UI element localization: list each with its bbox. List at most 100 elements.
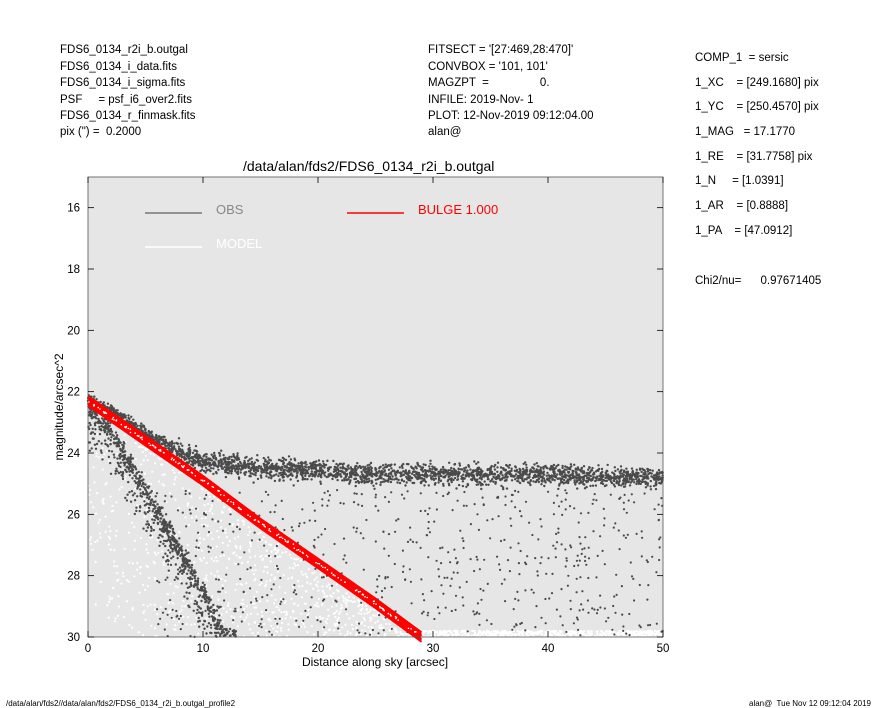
obs-point: [390, 467, 393, 470]
model-point: [382, 626, 385, 629]
obs-point: [89, 423, 92, 427]
model-point: [265, 629, 268, 632]
obs-point: [142, 486, 145, 489]
obs-point: [241, 467, 244, 470]
obs-point: [289, 472, 292, 476]
obs-point: [363, 470, 367, 474]
obs-point: [230, 466, 233, 469]
model-point: [509, 634, 512, 638]
model-point: [105, 420, 108, 423]
obs-point: [496, 470, 499, 473]
model-point: [312, 633, 316, 636]
model-point: [324, 620, 327, 623]
model-point: [94, 540, 97, 544]
model-point: [466, 633, 469, 637]
obs-point: [567, 475, 571, 478]
model-point: [312, 587, 315, 590]
model-point: [422, 631, 426, 634]
obs-point: [207, 622, 211, 625]
model-point: [321, 603, 324, 606]
model-point: [290, 597, 293, 600]
obs-point: [336, 466, 339, 469]
model-point: [470, 634, 473, 637]
obs-point: [416, 463, 419, 466]
obs-point: [412, 481, 416, 485]
model-point: [207, 502, 210, 505]
obs-point: [160, 523, 164, 526]
model-point: [278, 608, 281, 611]
obs-point: [649, 479, 652, 483]
model-point: [321, 589, 324, 592]
model-point: [90, 542, 93, 545]
obs-point: [119, 452, 122, 456]
obs-point: [198, 455, 201, 458]
obs-point: [276, 467, 280, 471]
model-point: [120, 486, 123, 489]
model-point: [203, 504, 206, 507]
obs-point: [576, 466, 580, 469]
model-point: [122, 575, 125, 578]
obs-point: [588, 474, 591, 477]
obs-point: [243, 461, 246, 464]
obs-point: [207, 612, 210, 615]
model-point: [89, 538, 92, 541]
obs-point: [128, 491, 131, 494]
obs-point: [382, 478, 385, 481]
obs-point: [293, 465, 297, 468]
model-point: [95, 455, 98, 458]
obs-point: [213, 631, 217, 634]
model-point: [274, 552, 278, 555]
model-point: [648, 634, 651, 637]
obs-point: [172, 536, 176, 540]
obs-point: [145, 523, 148, 526]
model-point: [222, 607, 225, 610]
model-point: [168, 491, 172, 495]
model-point: [323, 633, 326, 636]
obs-point: [171, 530, 175, 533]
model-point: [181, 487, 184, 490]
obs-point: [228, 457, 231, 460]
obs-point: [449, 469, 452, 472]
model-point: [92, 506, 95, 509]
obs-point: [570, 476, 573, 480]
obs-point: [532, 480, 535, 483]
obs-point: [373, 487, 376, 490]
obs-point: [398, 481, 402, 485]
model-point: [365, 634, 368, 637]
obs-point: [279, 471, 282, 475]
obs-point: [304, 478, 307, 481]
obs-point: [546, 477, 549, 480]
obs-point: [337, 469, 340, 473]
obs-point: [381, 464, 385, 467]
model-point: [316, 580, 319, 583]
model-point: [273, 602, 276, 605]
obs-point: [90, 431, 93, 434]
obs-point: [346, 465, 349, 468]
obs-point: [368, 463, 371, 466]
obs-point: [107, 455, 111, 459]
obs-point: [476, 480, 479, 484]
model-point: [278, 586, 281, 589]
obs-point: [158, 507, 162, 511]
model-point: [506, 634, 509, 637]
obs-point: [659, 482, 663, 485]
obs-point: [190, 584, 193, 587]
obs-point: [256, 477, 260, 481]
obs-point: [408, 471, 411, 474]
model-point: [235, 554, 238, 557]
obs-point: [464, 474, 468, 477]
model-point: [357, 605, 360, 608]
obs-point: [420, 477, 424, 480]
model-point: [479, 631, 482, 634]
obs-point: [362, 469, 365, 472]
model-point: [112, 509, 115, 512]
obs-point: [563, 468, 566, 471]
model-point: [307, 608, 310, 612]
obs-point: [124, 461, 127, 464]
obs-point: [413, 473, 416, 477]
obs-point: [580, 470, 583, 473]
obs-point: [119, 470, 123, 474]
model-point: [234, 544, 237, 548]
obs-point: [435, 468, 438, 471]
obs-point: [184, 549, 188, 552]
